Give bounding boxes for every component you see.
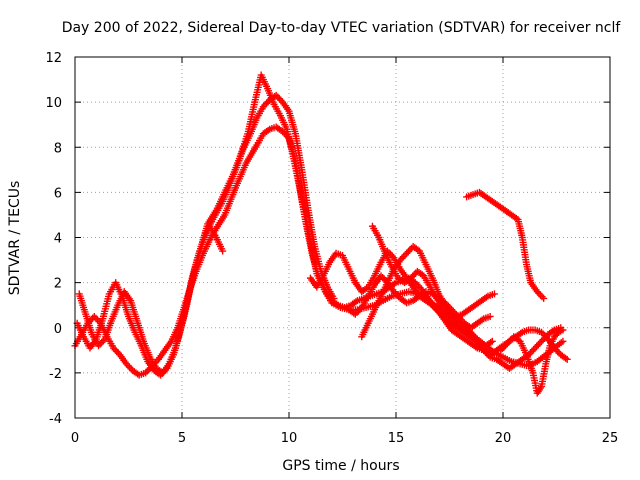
y-tick-label: 0 [54, 322, 62, 337]
data-point [490, 290, 498, 298]
x-tick-label: 5 [178, 431, 186, 446]
data-point [531, 344, 539, 352]
data-point-fill [404, 248, 412, 256]
data-point [486, 312, 494, 320]
data-point-fill [534, 341, 542, 349]
data-point-fill [553, 330, 561, 338]
series-sat-j [497, 326, 567, 397]
x-tick-label: 0 [71, 431, 79, 446]
data-point-fill [482, 293, 490, 301]
y-tick-label: 8 [54, 141, 62, 156]
data-point-fill [549, 327, 557, 335]
data-point [538, 337, 546, 345]
data-point [403, 249, 411, 257]
data-point-fill [528, 347, 536, 355]
x-tick-label: 10 [281, 431, 298, 446]
series-sat-h [345, 272, 494, 332]
data-point-fill [401, 251, 409, 259]
series-sat-i [463, 188, 548, 302]
series-sat-g [368, 222, 498, 320]
x-tick-label: 15 [388, 431, 405, 446]
data-point-fill [487, 338, 495, 346]
y-tick-label: 12 [45, 51, 62, 66]
series-sat-d [174, 222, 227, 343]
data-point [559, 337, 567, 345]
x-tick-label: 20 [495, 431, 512, 446]
series-sat-c [73, 71, 496, 379]
data-point [219, 247, 227, 255]
data-point-fill [98, 338, 106, 346]
data-point [540, 294, 548, 302]
data-point-fill [533, 342, 541, 350]
y-tick-label: 10 [45, 96, 62, 111]
plot-frame [74, 56, 611, 419]
y-tick-label: 2 [54, 277, 62, 292]
data-point-fill [517, 329, 525, 337]
y-tick-label: 4 [54, 232, 62, 247]
data-point-fill [399, 253, 407, 261]
data-point-fill [93, 316, 101, 324]
data-point-fill [263, 99, 271, 107]
chart-title: Day 200 of 2022, Sidereal Day-to-day VTE… [62, 20, 622, 36]
data-point-fill [529, 346, 537, 354]
x-tick-label: 25 [602, 431, 619, 446]
data-point-fill [536, 339, 544, 347]
data-point-fill [126, 363, 134, 371]
data-point [488, 337, 496, 345]
y-tick-label: -4 [49, 412, 62, 427]
y-axis-label: SDTVAR / TECUs [7, 181, 23, 296]
data-point [90, 312, 98, 320]
data-point-fill [92, 314, 100, 322]
data-points-layer [71, 71, 571, 397]
data-point-fill [113, 347, 121, 355]
data-point-fill [264, 126, 272, 134]
data-point-fill [536, 291, 544, 299]
data-point-fill [333, 300, 341, 308]
data-point-fill [393, 291, 401, 299]
data-point [559, 326, 567, 334]
data-point-fill [478, 316, 486, 324]
x-axis-label: GPS time / hours [282, 458, 399, 474]
data-point-fill [538, 293, 546, 301]
data-point-fill [352, 298, 360, 306]
axes-layer: 0 5 10 15 20 25 -4 -2 0 2 4 6 8 10 12 [45, 51, 618, 446]
data-point-fill [562, 354, 570, 362]
y-tick-label: -2 [49, 367, 62, 382]
y-tick-label: 6 [54, 186, 62, 201]
data-point [563, 355, 571, 363]
